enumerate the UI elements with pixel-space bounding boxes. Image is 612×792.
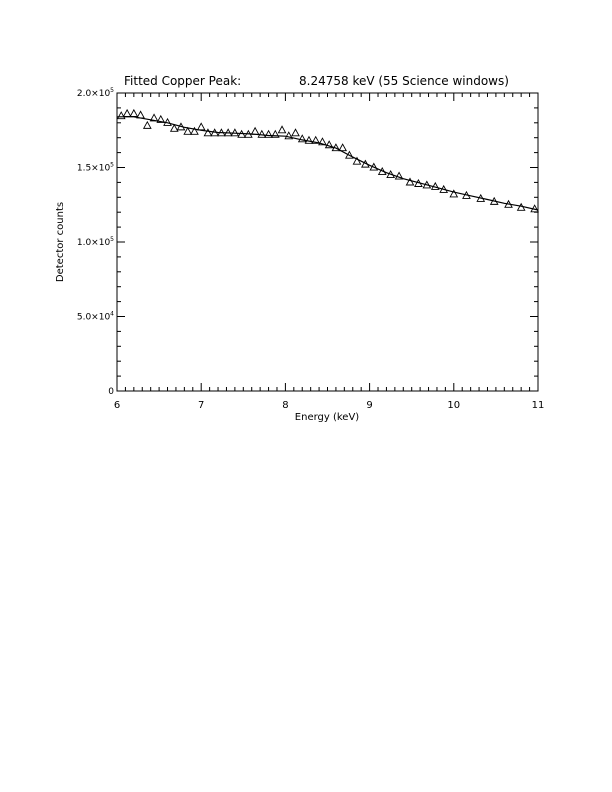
- data-point-triangle: [264, 129, 273, 138]
- data-point-triangle: [163, 117, 172, 126]
- data-point-triangle: [430, 181, 440, 190]
- x-tick-label: 9: [366, 400, 372, 411]
- fit-line: [117, 116, 539, 211]
- data-point-triangle: [156, 114, 166, 123]
- data-point-triangle: [324, 140, 334, 149]
- y-tick-label: 0: [108, 387, 114, 397]
- data-point-triangle: [270, 129, 280, 138]
- data-point-triangle: [297, 134, 307, 143]
- x-tick-label: 8: [282, 400, 288, 411]
- y-axis-ticks: [117, 92, 538, 392]
- y-tick-label: 2.0×105: [77, 87, 114, 99]
- data-point-triangle: [439, 184, 449, 193]
- data-point-triangle: [190, 126, 199, 135]
- data-point-triangle: [210, 128, 220, 137]
- data-point-triangle: [284, 131, 294, 140]
- data-point-triangle: [377, 167, 387, 176]
- data-point-triangle: [516, 202, 526, 211]
- data-points: [116, 108, 539, 213]
- data-point-triangle: [230, 128, 240, 137]
- x-axis-ticks: [116, 93, 539, 391]
- x-axis-label: Energy (keV): [295, 412, 360, 423]
- data-point-triangle: [237, 129, 246, 138]
- data-point-triangle: [352, 156, 362, 165]
- data-point-triangle: [476, 193, 486, 202]
- data-point-triangle: [338, 143, 348, 152]
- data-point-triangle: [129, 108, 139, 117]
- x-tick-label: 7: [198, 400, 204, 411]
- data-point-triangle: [257, 129, 267, 138]
- data-point-triangle: [250, 126, 260, 135]
- data-point-triangle: [149, 113, 159, 122]
- x-tick-label: 11: [532, 400, 545, 411]
- x-tick-label: 10: [447, 400, 460, 411]
- data-point-triangle: [331, 143, 341, 152]
- data-point-triangle: [405, 177, 415, 186]
- data-point-triangle: [142, 120, 152, 129]
- chart-title-right: 8.24758 keV (55 Science windows): [299, 74, 509, 88]
- data-point-triangle: [530, 204, 539, 213]
- data-point-triangle: [291, 128, 300, 137]
- data-point-triangle: [462, 190, 471, 199]
- chart-title-left: Fitted Copper Peak:: [124, 74, 241, 88]
- data-point-triangle: [361, 159, 370, 168]
- y-tick-label: 1.0×105: [77, 236, 114, 248]
- data-point-triangle: [122, 108, 132, 117]
- y-tick-labels: 0 5.0×104 1.0×105 1.5×105 2.0×105: [77, 87, 114, 397]
- data-point-triangle: [386, 170, 396, 179]
- data-point-triangle: [203, 128, 213, 137]
- data-point-triangle: [176, 122, 186, 131]
- data-point-triangle: [318, 137, 327, 146]
- data-point-triangle: [369, 162, 379, 171]
- data-point-triangle: [394, 171, 404, 180]
- data-point-triangle: [183, 126, 193, 135]
- plot-frame: [116, 92, 539, 392]
- y-tick-label: 5.0×104: [77, 311, 114, 323]
- data-point-triangle: [243, 129, 253, 138]
- data-point-triangle: [449, 189, 459, 198]
- data-point-triangle: [414, 178, 423, 187]
- x-tick-label: 6: [114, 400, 120, 411]
- data-point-triangle: [422, 180, 432, 189]
- data-point-triangle: [345, 150, 354, 159]
- data-point-triangle: [217, 128, 226, 137]
- y-axis-label: Detector counts: [55, 202, 66, 282]
- data-point-triangle: [311, 135, 321, 144]
- fit-curve: [117, 116, 539, 211]
- data-point-triangle: [304, 135, 314, 144]
- x-tick-labels: 6 7 8 9 10 11: [114, 400, 545, 411]
- data-point-triangle: [223, 128, 233, 137]
- data-point-triangle: [489, 196, 499, 205]
- data-point-triangle: [196, 122, 206, 131]
- data-point-triangle: [116, 111, 126, 120]
- data-point-triangle: [136, 110, 145, 119]
- y-tick-label: 1.5×105: [77, 162, 114, 174]
- data-point-triangle: [504, 199, 513, 208]
- data-point-triangle: [277, 125, 287, 134]
- data-point-triangle: [169, 123, 179, 132]
